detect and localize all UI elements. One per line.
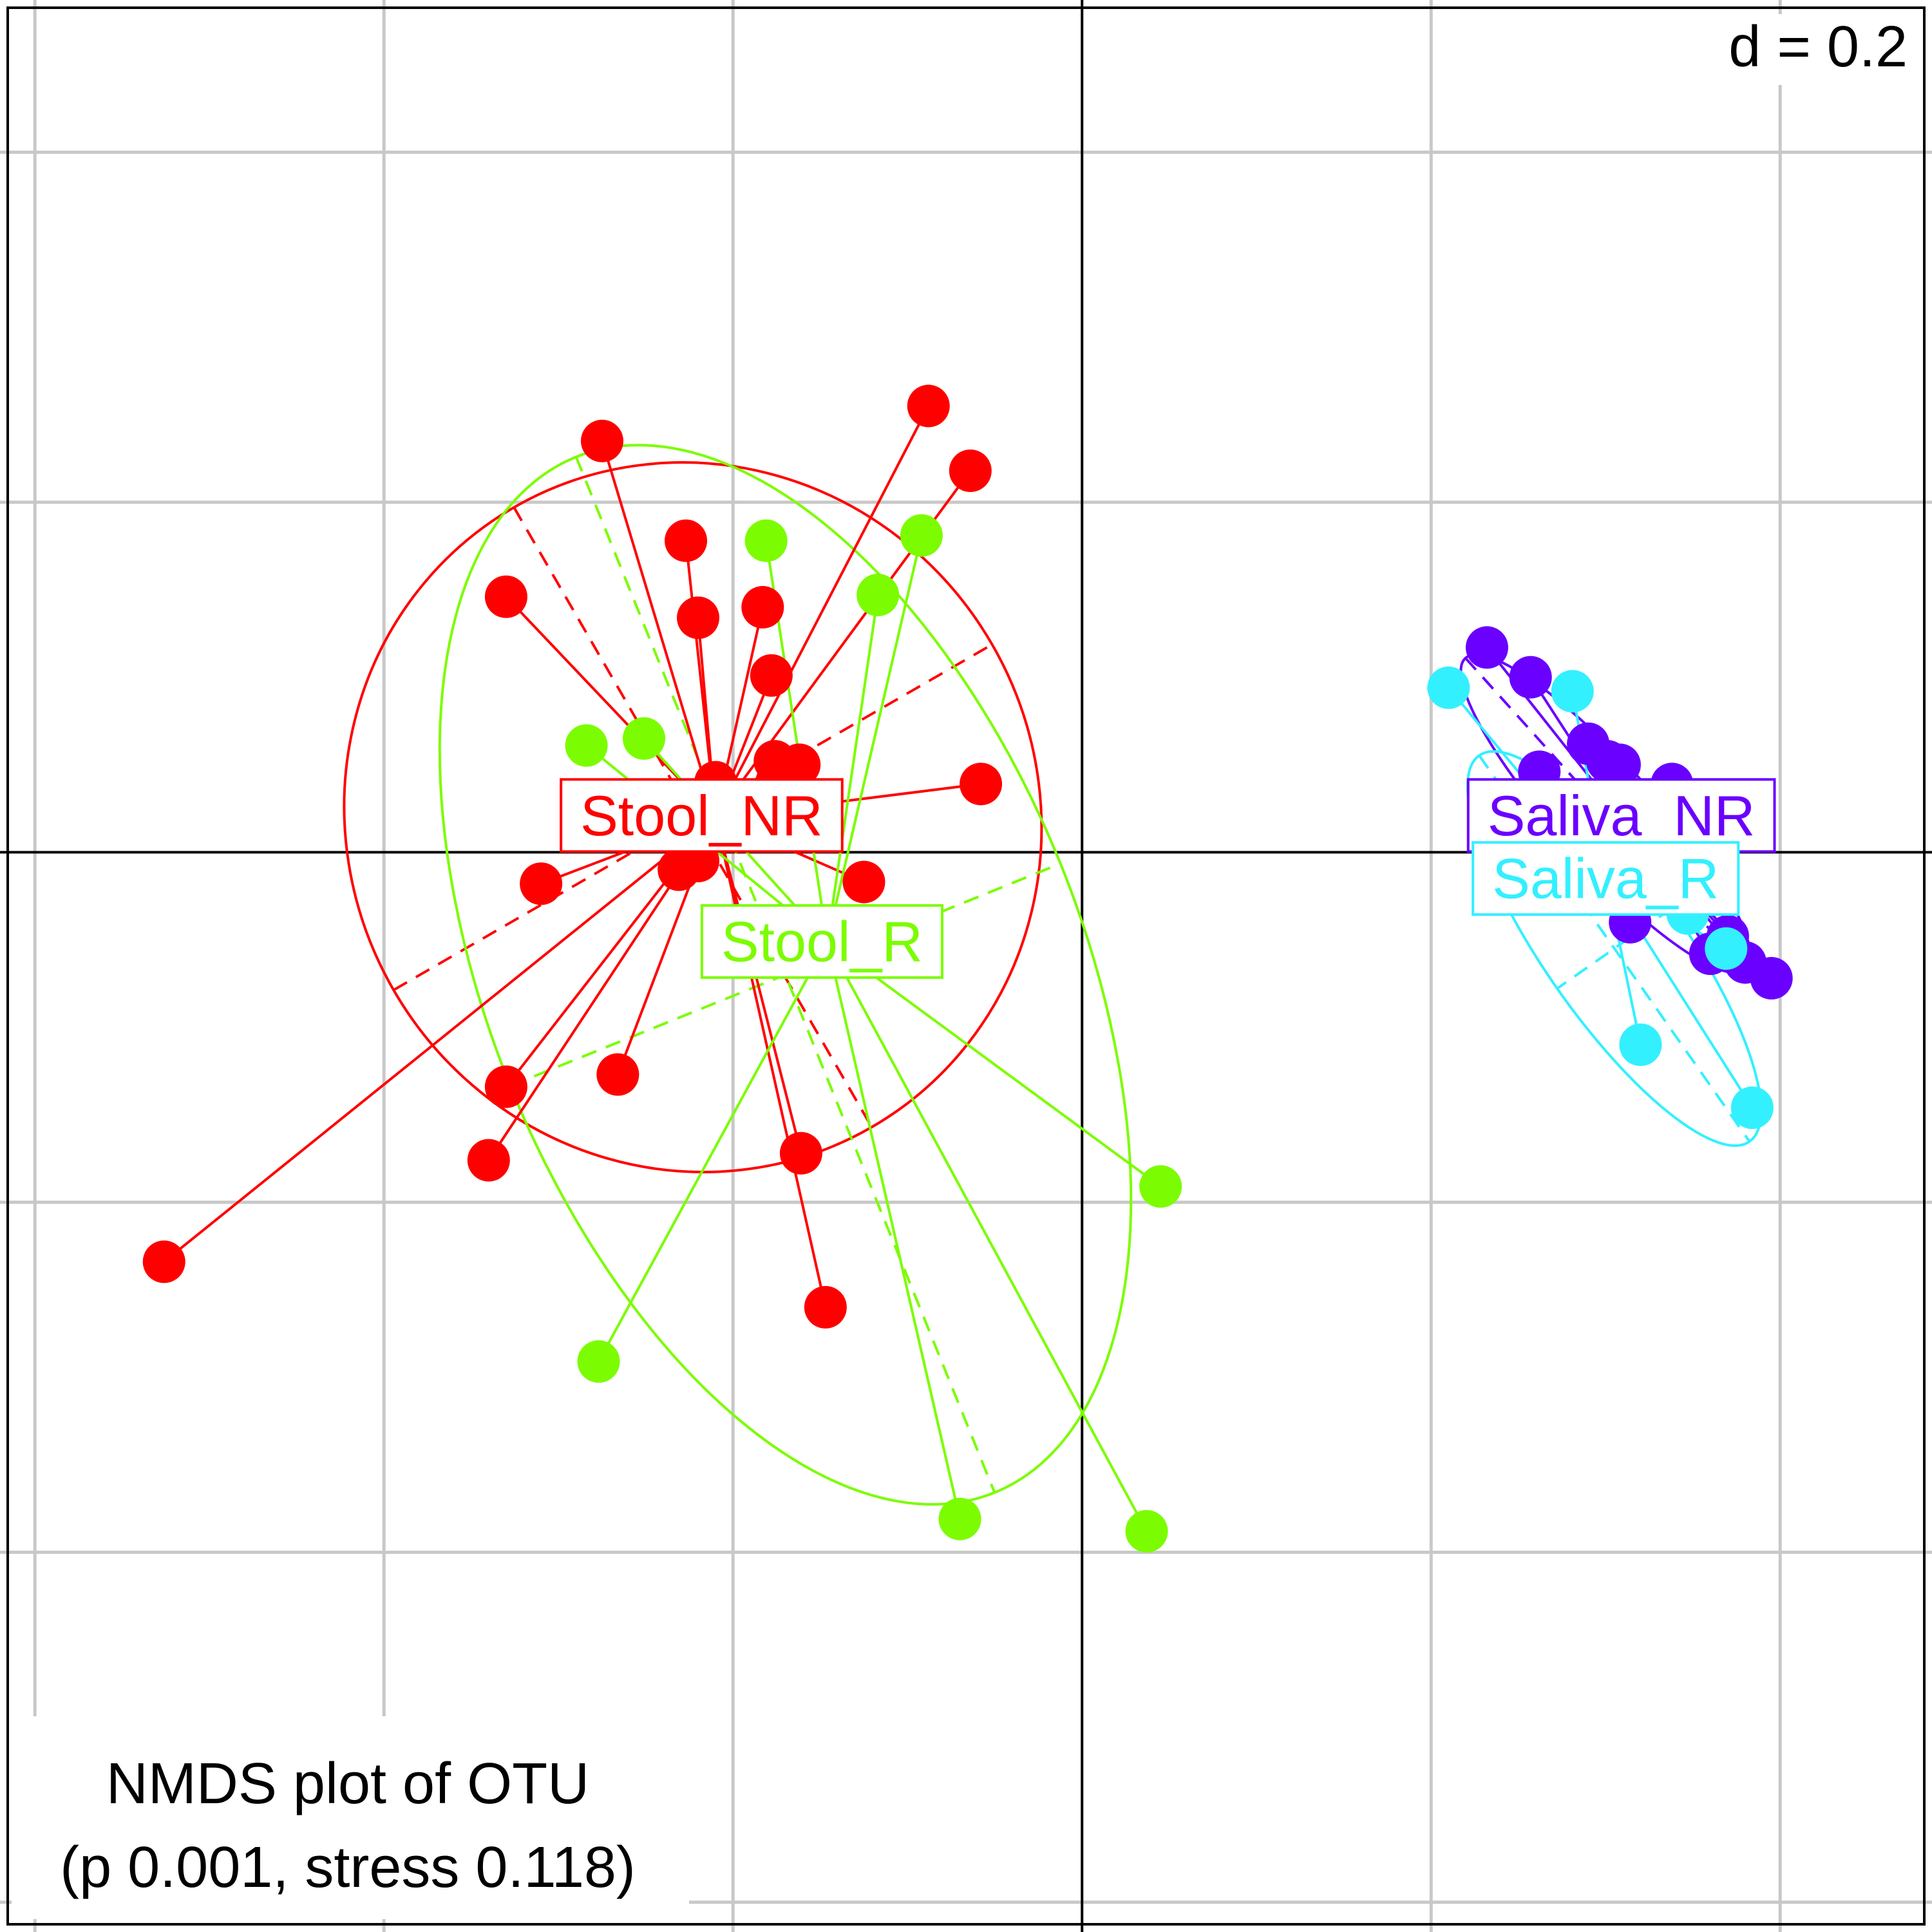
stool-r-point	[857, 573, 900, 616]
stool-r-ellipse-axis	[574, 456, 996, 1493]
saliva-nr-point	[1509, 656, 1552, 699]
stool-nr-point	[804, 1285, 847, 1329]
stool-nr-point	[960, 762, 1003, 806]
stool-r-spider-line	[826, 941, 1148, 1532]
scale-label: d = 0.2	[1728, 15, 1908, 79]
stool-nr-point	[580, 419, 623, 462]
stool-nr-label-box	[560, 778, 844, 853]
saliva-r-point	[1705, 927, 1748, 970]
stool-nr-point	[467, 1139, 510, 1182]
stool-r-label-text: Stool_R	[721, 909, 923, 973]
saliva-r-point	[1551, 670, 1594, 713]
stool-r-label: Stool_R	[700, 904, 943, 979]
stool-r-label-box	[700, 904, 943, 979]
stool-nr-point	[484, 1065, 527, 1108]
saliva-nr-point	[1465, 626, 1508, 669]
saliva-nr-point	[1750, 957, 1793, 1000]
saliva-nr-label: Saliva_NR	[1466, 778, 1776, 853]
stool-r-point	[744, 519, 788, 562]
stool-nr-spider-line	[714, 817, 827, 1308]
stool-nr-label-text: Stool_NR	[580, 784, 823, 848]
scale-label-background	[1687, 14, 1916, 85]
stool-r-point	[1139, 1165, 1182, 1208]
stool-nr-point	[949, 449, 992, 492]
stool-nr-label: Stool_NR	[560, 778, 844, 853]
caption-line-1: NMDS plot of OTU	[106, 1752, 589, 1816]
saliva-nr-point	[1598, 743, 1641, 786]
caption-background	[12, 1716, 689, 1919]
stool-r-spider-line	[826, 594, 880, 942]
stool-nr-point	[907, 384, 950, 428]
saliva-r-ellipse-axis	[1556, 907, 1672, 990]
saliva-nr-label-text: Saliva_NR	[1488, 784, 1756, 848]
stool-r-spider-line	[826, 940, 1162, 1188]
stool-r-point	[577, 1340, 620, 1383]
stool-nr-point	[665, 519, 708, 562]
saliva-r-label: Saliva_R	[1472, 841, 1740, 916]
stool-nr-point	[484, 575, 527, 618]
stool-nr-spider-line	[163, 816, 717, 1263]
stool-nr-point	[677, 596, 720, 639]
stool-r-point	[938, 1497, 981, 1540]
stool-nr-point	[750, 654, 793, 697]
caption: NMDS plot of OTU (p 0.001, stress 0.118)	[12, 1716, 689, 1919]
stool-nr-point	[520, 862, 563, 905]
stool-r-spider-line	[826, 941, 961, 1520]
plot-frame	[6, 6, 1926, 1926]
stool-r-point	[1125, 1510, 1168, 1553]
saliva-r-label-box	[1472, 841, 1740, 916]
stool-r-spider-line	[826, 535, 923, 942]
stool-nr-ellipse-axis	[513, 506, 873, 1128]
saliva-r-point	[1427, 666, 1470, 709]
stool-nr-point	[596, 1053, 639, 1096]
stool-nr-point	[142, 1240, 185, 1283]
caption-line-2: (p 0.001, stress 0.118)	[60, 1835, 636, 1900]
stool-r-point	[565, 724, 608, 767]
saliva-r-label-text: Saliva_R	[1492, 847, 1719, 911]
saliva-r-point	[1730, 1086, 1774, 1130]
stool-nr-spider-line	[714, 817, 802, 1154]
stool-nr-spider-line	[714, 405, 930, 818]
scale-box: d = 0.2	[1687, 14, 1916, 85]
stool-nr-spider-line	[601, 440, 717, 818]
stool-r-spider-line	[597, 941, 829, 1363]
stool-nr-point	[779, 1132, 822, 1175]
stool-r-point	[623, 717, 665, 760]
stool-r-point	[900, 514, 943, 557]
stool-nr-point	[842, 860, 886, 904]
saliva-r-point	[1619, 1023, 1662, 1066]
stool-nr-point	[741, 585, 784, 629]
saliva-nr-label-box	[1466, 778, 1776, 853]
